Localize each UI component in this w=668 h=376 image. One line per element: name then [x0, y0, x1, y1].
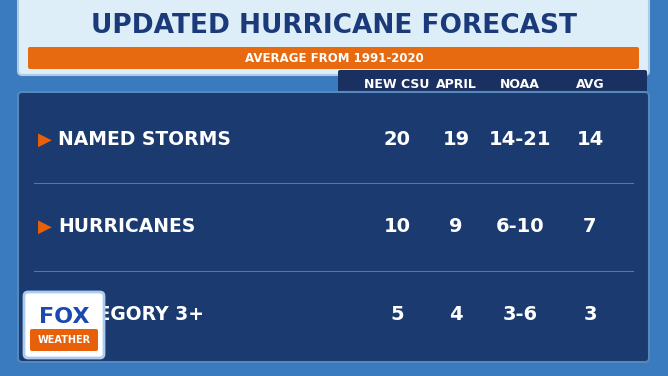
Text: 4: 4: [449, 305, 463, 324]
Text: 3: 3: [583, 305, 597, 324]
Text: 20: 20: [383, 130, 411, 149]
Text: 19: 19: [442, 130, 470, 149]
Text: 14-21: 14-21: [489, 130, 551, 149]
Text: 6-10: 6-10: [496, 217, 544, 237]
Text: WEATHER: WEATHER: [37, 335, 91, 345]
Text: NOAA: NOAA: [500, 77, 540, 91]
Text: 5: 5: [390, 305, 404, 324]
Text: ▶: ▶: [38, 131, 52, 149]
FancyBboxPatch shape: [338, 70, 647, 98]
Text: UPDATED HURRICANE FORECAST: UPDATED HURRICANE FORECAST: [91, 12, 577, 39]
Text: AVERAGE FROM 1991-2020: AVERAGE FROM 1991-2020: [244, 52, 424, 65]
Text: 3-6: 3-6: [502, 305, 538, 324]
Text: 9: 9: [450, 217, 463, 237]
Text: 7: 7: [583, 217, 597, 237]
Text: CATEGORY 3+: CATEGORY 3+: [58, 305, 204, 324]
Text: 10: 10: [383, 217, 411, 237]
Text: NEW CSU: NEW CSU: [364, 77, 430, 91]
Text: NAMED STORMS: NAMED STORMS: [58, 130, 231, 149]
Text: ▶: ▶: [38, 218, 52, 236]
Text: AVG: AVG: [576, 77, 605, 91]
Text: 14: 14: [576, 130, 604, 149]
FancyBboxPatch shape: [30, 329, 98, 351]
Text: HURRICANES: HURRICANES: [58, 217, 195, 237]
Text: FOX: FOX: [39, 308, 90, 327]
FancyBboxPatch shape: [28, 47, 639, 69]
Text: ▶: ▶: [38, 305, 52, 323]
FancyBboxPatch shape: [18, 92, 649, 362]
FancyBboxPatch shape: [18, 0, 649, 75]
Text: APRIL: APRIL: [436, 77, 476, 91]
FancyBboxPatch shape: [24, 292, 104, 358]
